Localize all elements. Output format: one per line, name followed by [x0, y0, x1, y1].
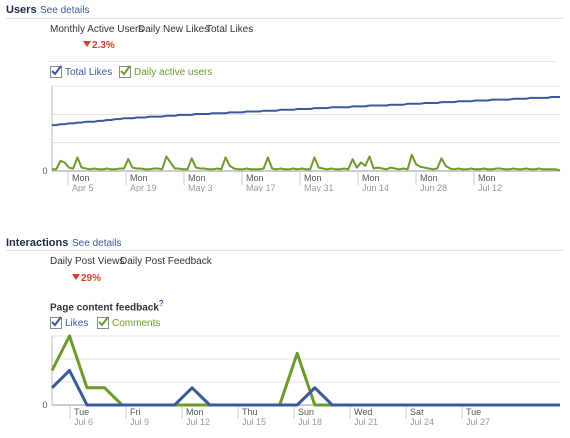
users-chart-x-tick-day: Mon [188, 173, 206, 183]
users-chart-x-tick-day: Mon [304, 173, 322, 183]
legend-likes[interactable]: Likes [50, 316, 89, 329]
users-chart-x-tick-date: Apr 5 [72, 183, 94, 192]
feedback-chart-x-tick-date: Jul 18 [298, 417, 322, 427]
page-content-feedback-heading: Page content feedback? [50, 299, 164, 313]
feedback-chart-x-tick-date: Jul 24 [410, 417, 434, 427]
checkbox-checked-icon[interactable] [50, 65, 62, 78]
legend-comments-label: Comments [112, 317, 161, 329]
tab-daily-post-views[interactable]: Daily Post Views [50, 256, 125, 267]
legend-likes-label: Likes [65, 317, 89, 329]
interactions-change-value: 29% [81, 273, 102, 284]
users-chart-x-tick-day: Mon [130, 173, 148, 183]
users-chart-x-tick-day: Mon [72, 173, 90, 183]
users-divider [6, 18, 564, 19]
users-legend-divider [48, 61, 558, 62]
feedback-chart-x-tick-day: Sun [298, 407, 314, 417]
users-chart-series-total-likes [52, 96, 560, 127]
tab-total-likes[interactable]: Total Likes [206, 24, 254, 35]
interactions-see-details-link[interactable]: See details [72, 238, 122, 249]
legend-daily-active-users[interactable]: Daily active users [119, 65, 213, 78]
users-chart-y-zero-label: 0 [42, 166, 47, 176]
legend-total-likes-label: Total Likes [65, 66, 113, 78]
tab-monthly-active-users[interactable]: Monthly Active Users [50, 24, 144, 35]
feedback-chart-x-tick-date: Jul 15 [242, 417, 266, 427]
users-chart-x-tick-date: Jul 12 [478, 183, 502, 192]
users-chart-x-tick-day: Mon [420, 173, 438, 183]
interactions-section-title: Interactions [6, 237, 69, 249]
down-arrow-icon [83, 41, 91, 48]
feedback-chart-x-tick-day: Thu [242, 407, 258, 417]
users-chart-x-tick-date: May 31 [304, 183, 334, 192]
feedback-chart-x-tick-day: Sat [410, 407, 424, 417]
users-chart-x-tick-day: Mon [478, 173, 496, 183]
feedback-chart-x-tick-day: Wed [354, 407, 372, 417]
feedback-chart-x-tick-date: Jul 12 [186, 417, 210, 427]
users-section-title: Users [6, 4, 37, 16]
checkbox-checked-icon[interactable] [119, 65, 131, 78]
feedback-chart-x-tick-date: Jul 9 [130, 417, 149, 427]
users-chart-series-daily-active-users [52, 153, 561, 172]
users-chart-x-tick-date: Jun 28 [420, 183, 447, 192]
legend-daily-active-users-label: Daily active users [134, 66, 213, 78]
feedback-chart-x-tick-date: Jul 27 [466, 417, 490, 427]
interactions-divider [6, 250, 564, 251]
feedback-chart-x-tick-date: Jul 6 [74, 417, 93, 427]
checkbox-checked-icon[interactable] [97, 316, 109, 329]
legend-comments[interactable]: Comments [97, 316, 161, 329]
users-change-value: 2.3% [92, 40, 115, 51]
users-chart-x-tick-date: May 17 [246, 183, 276, 192]
feedback-chart-y-zero-label: 0 [42, 400, 47, 410]
tab-daily-new-likes[interactable]: Daily New Likes [138, 24, 210, 35]
users-see-details-link[interactable]: See details [40, 5, 90, 16]
checkbox-checked-icon[interactable] [50, 316, 62, 329]
page-content-feedback-label: Page content feedback [50, 302, 159, 314]
feedback-chart-x-tick-date: Jul 21 [354, 417, 378, 427]
users-change-badge: 2.3% [83, 40, 115, 51]
feedback-chart-x-tick-day: Tue [466, 407, 481, 417]
down-arrow-icon [72, 274, 80, 281]
users-chart-x-tick-day: Mon [246, 173, 264, 183]
feedback-chart-x-tick-day: Tue [74, 407, 89, 417]
tab-daily-post-feedback[interactable]: Daily Post Feedback [120, 256, 212, 267]
users-chart-x-tick-date: Apr 19 [130, 183, 157, 192]
users-chart-x-tick-date: May 3 [188, 183, 213, 192]
feedback-chart-x-tick-day: Fri [130, 407, 141, 417]
feedback-chart-series-likes [50, 369, 560, 407]
users-chart-x-tick-day: Mon [362, 173, 380, 183]
users-chart-x-tick-date: Jun 14 [362, 183, 389, 192]
help-icon[interactable]: ? [158, 299, 164, 308]
interactions-change-badge: 29% [72, 273, 101, 284]
feedback-chart-x-tick-day: Mon [186, 407, 204, 417]
legend-total-likes[interactable]: Total Likes [50, 65, 113, 78]
